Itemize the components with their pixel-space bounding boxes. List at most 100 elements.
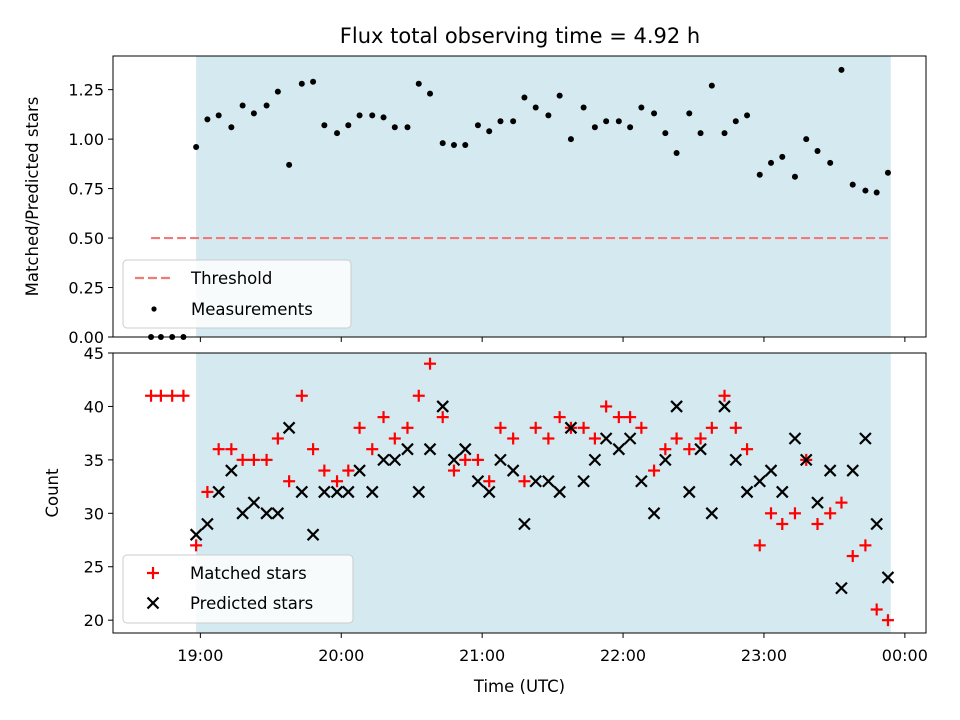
matched-star-point (542, 432, 555, 445)
matched-star-point (412, 389, 425, 402)
bottom-y-tick-label: 30 (84, 504, 104, 523)
bottom-plot: 20 25 30 35 40 45 19:00 20:00 21:00 22:00 23:00 00:… (43, 344, 928, 696)
predicted-star-point (236, 507, 249, 520)
measurement-point (298, 80, 305, 87)
predicted-star-point (729, 453, 743, 467)
measurement-point (827, 159, 834, 166)
matched-star-point (459, 453, 472, 466)
bottom-y-tick-label: 35 (84, 451, 104, 470)
top-legend: Threshold Measurements (122, 259, 352, 329)
measurement-point (721, 130, 728, 137)
x-axis-label: Time (UTC) (473, 677, 565, 696)
count-points (145, 357, 895, 627)
predicted-star-point (846, 464, 860, 477)
predicted-star-point (518, 517, 531, 531)
measurement-point (193, 144, 200, 151)
predicted-star-point (436, 400, 449, 413)
matched-star-point (870, 603, 883, 616)
matched-star-point (295, 389, 308, 402)
measurement-point (756, 171, 763, 178)
predicted-star-point (271, 507, 285, 520)
matched-star-point (729, 421, 742, 434)
measurement-point (545, 112, 552, 119)
matched-star-point (765, 507, 778, 520)
measurement-point (345, 122, 352, 129)
matched-star-point (518, 475, 531, 488)
predicted-star-point (599, 432, 613, 445)
top-ticks: 0.00 0.25 0.50 0.75 1.00 1.25 (68, 81, 906, 347)
measurement-point (567, 136, 574, 143)
matched-star-point (577, 421, 590, 434)
predicted-star-point (683, 485, 696, 499)
predicted-star-point (225, 464, 238, 477)
predicted-star-point (506, 464, 520, 477)
predicted-star-point (401, 442, 414, 456)
matched-star-point (483, 475, 496, 488)
predicted-star-point (529, 474, 542, 488)
predicted-star-point (577, 474, 590, 488)
matched-star-point (247, 453, 260, 466)
predicted-star-point (823, 464, 837, 477)
matched-star-point (190, 539, 203, 552)
top-y-axis-label: Matched/Predicted stars (23, 97, 42, 297)
x-tick-label: 22:00 (600, 646, 646, 665)
x-tick-label: 00:00 (882, 646, 928, 665)
top-legend-box (122, 259, 352, 329)
matched-star-point (835, 496, 848, 509)
matched-star-point (447, 464, 460, 477)
top-plot-frame (112, 55, 927, 338)
matched-star-point (424, 357, 437, 370)
predicted-star-point (835, 581, 848, 595)
x-tick-label: 23:00 (741, 646, 787, 665)
measurement-point (274, 88, 281, 95)
predicted-star-point (870, 517, 883, 531)
top-y-tick-label: 1.25 (68, 81, 104, 100)
measurement-point (638, 104, 645, 111)
matched-star-point (388, 432, 401, 445)
measurement-point (697, 130, 704, 137)
predicted-star-point (753, 474, 767, 488)
predicted-star-point (635, 474, 648, 488)
matched-star-point (436, 411, 449, 424)
predicted-star-point (458, 442, 472, 456)
measurement-point (556, 92, 563, 99)
matched-star-point (166, 389, 179, 402)
measurement-point (627, 124, 634, 131)
measurement-point (884, 169, 891, 176)
matched-star-point (683, 443, 696, 456)
legend-matched-label: Matched stars (190, 564, 307, 583)
matched-star-point (307, 443, 320, 456)
measurement-point (849, 181, 856, 188)
legend-x-mark (146, 596, 160, 610)
matched-star-point (600, 400, 613, 413)
measurement-point (427, 90, 434, 97)
x-tick-label: 20:00 (318, 646, 364, 665)
predicted-star-point (318, 485, 331, 499)
measurement-point (803, 136, 810, 143)
predicted-star-point (388, 453, 402, 467)
predicted-star-point (564, 421, 578, 435)
predicted-star-point (881, 571, 895, 584)
matched-star-point (225, 443, 238, 456)
predicted-star-point (588, 453, 602, 467)
measurement-point (334, 130, 341, 137)
matched-star-point (859, 539, 872, 552)
measurement-point (521, 94, 528, 101)
predicted-star-point (670, 400, 683, 413)
measurement-point (510, 118, 517, 125)
matched-star-point (331, 475, 344, 488)
legend-predicted-label: Predicted stars (190, 594, 313, 613)
matched-star-point (366, 443, 379, 456)
top-y-tick-label: 0.25 (68, 279, 104, 298)
legend-matched-swatch (147, 567, 159, 579)
predicted-star-point (494, 453, 507, 467)
predicted-star-point (859, 432, 872, 445)
matched-star-point (788, 507, 801, 520)
matched-star-point (718, 389, 731, 402)
predicted-star-point (377, 453, 390, 467)
predicted-star-point (553, 485, 566, 499)
measurement-point (380, 114, 387, 121)
measurement-point (474, 122, 481, 129)
measurement-point (591, 124, 598, 131)
